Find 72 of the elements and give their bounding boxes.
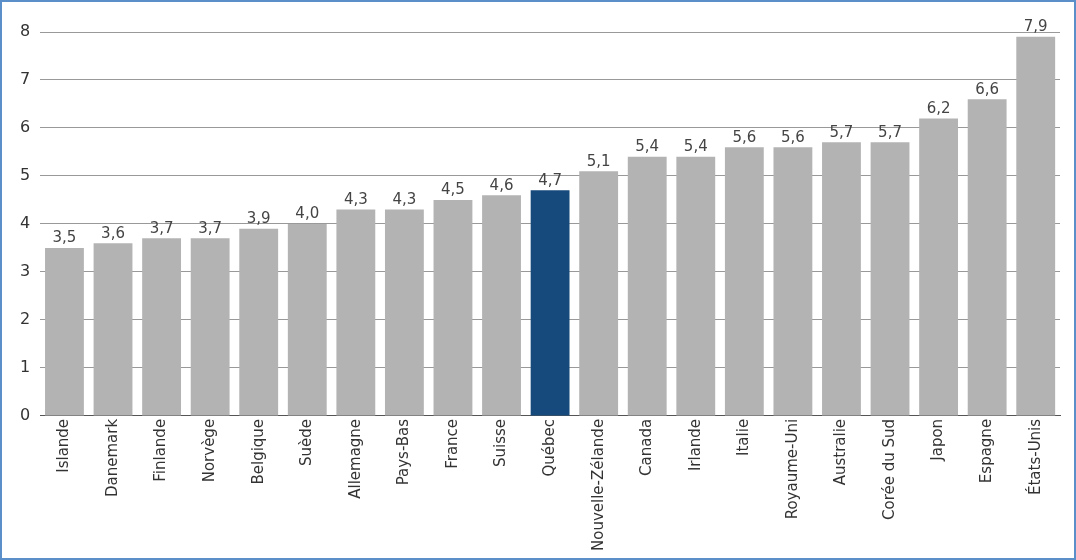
bar xyxy=(919,118,959,416)
data-label: 4,3 xyxy=(392,189,417,208)
x-tick-label: Suède xyxy=(297,418,316,466)
y-tick-label: 8 xyxy=(19,21,31,41)
x-tick-label: Finlande xyxy=(151,418,170,482)
bar xyxy=(482,195,521,416)
bar xyxy=(579,171,619,416)
data-label: 3,7 xyxy=(198,218,223,237)
x-tick-label: Norvège xyxy=(200,418,219,483)
bar xyxy=(870,142,910,416)
bar xyxy=(433,199,473,416)
bar xyxy=(142,238,182,416)
data-label: 4,0 xyxy=(295,204,320,223)
data-label: 5,7 xyxy=(829,122,854,141)
bar xyxy=(287,223,327,416)
data-label: 3,7 xyxy=(149,218,174,237)
x-tick-label: Japon xyxy=(928,418,947,462)
bar xyxy=(676,156,716,416)
x-tick-label: Royaume-Uni xyxy=(782,418,801,520)
x-tick-label: Irlande xyxy=(685,418,704,472)
data-label: 5,4 xyxy=(683,137,708,156)
x-tick-label: Espagne xyxy=(977,418,996,484)
bar xyxy=(93,243,133,416)
data-label: 3,6 xyxy=(101,223,125,242)
x-tick-label: Belgique xyxy=(248,418,267,485)
bar xyxy=(384,209,424,416)
y-tick-label: 5 xyxy=(19,165,31,185)
data-label: 4,5 xyxy=(441,180,465,199)
bar xyxy=(190,238,230,416)
x-tick-label: Québec xyxy=(539,418,558,477)
x-tick-label: Corée du Sud xyxy=(879,418,898,520)
data-label: 5,6 xyxy=(732,127,757,146)
y-tick-label: 4 xyxy=(19,213,31,233)
bar xyxy=(1016,36,1056,416)
x-tick-label: États-Unis xyxy=(1024,418,1044,496)
bar xyxy=(822,142,861,416)
bar xyxy=(530,190,570,416)
bar xyxy=(724,147,764,416)
data-label: 4,6 xyxy=(489,175,514,194)
x-tick-label: Allemagne xyxy=(345,418,364,499)
bar xyxy=(45,247,84,416)
data-label: 4,7 xyxy=(538,170,563,189)
bar xyxy=(239,228,279,416)
x-tick-label: Pays-Bas xyxy=(394,418,413,486)
x-tick-label: Nouvelle-Zélande xyxy=(588,418,607,551)
data-label: 5,7 xyxy=(878,122,902,141)
y-tick-label: 7 xyxy=(19,69,31,89)
x-tick-label: Italie xyxy=(734,418,753,456)
data-label: 5,4 xyxy=(635,137,660,156)
data-label: 6,6 xyxy=(975,79,1000,98)
x-tick-label: Australie xyxy=(831,418,850,486)
data-label: 4,3 xyxy=(343,189,368,208)
y-tick-label: 6 xyxy=(19,117,31,137)
bar xyxy=(773,147,813,416)
data-label: 6,2 xyxy=(926,98,951,117)
x-tick-label: France xyxy=(442,418,461,469)
y-tick-label: 2 xyxy=(19,309,31,329)
y-tick-label: 3 xyxy=(19,261,31,281)
y-tick-label: 1 xyxy=(19,357,31,377)
bar xyxy=(967,99,1007,416)
x-tick-label: Danemark xyxy=(102,418,121,498)
data-label: 5,6 xyxy=(780,127,805,146)
x-tick-label: Islande xyxy=(54,418,73,473)
data-label: 5,1 xyxy=(586,151,611,170)
bar xyxy=(627,156,667,416)
x-tick-label: Canada xyxy=(637,418,656,476)
y-tick-label: 0 xyxy=(19,405,31,425)
data-label: 7,9 xyxy=(1023,17,1048,36)
data-label: 3,5 xyxy=(52,228,77,247)
x-tick-label: Suisse xyxy=(491,418,510,467)
bar xyxy=(336,209,376,416)
data-label: 3,9 xyxy=(246,209,271,228)
